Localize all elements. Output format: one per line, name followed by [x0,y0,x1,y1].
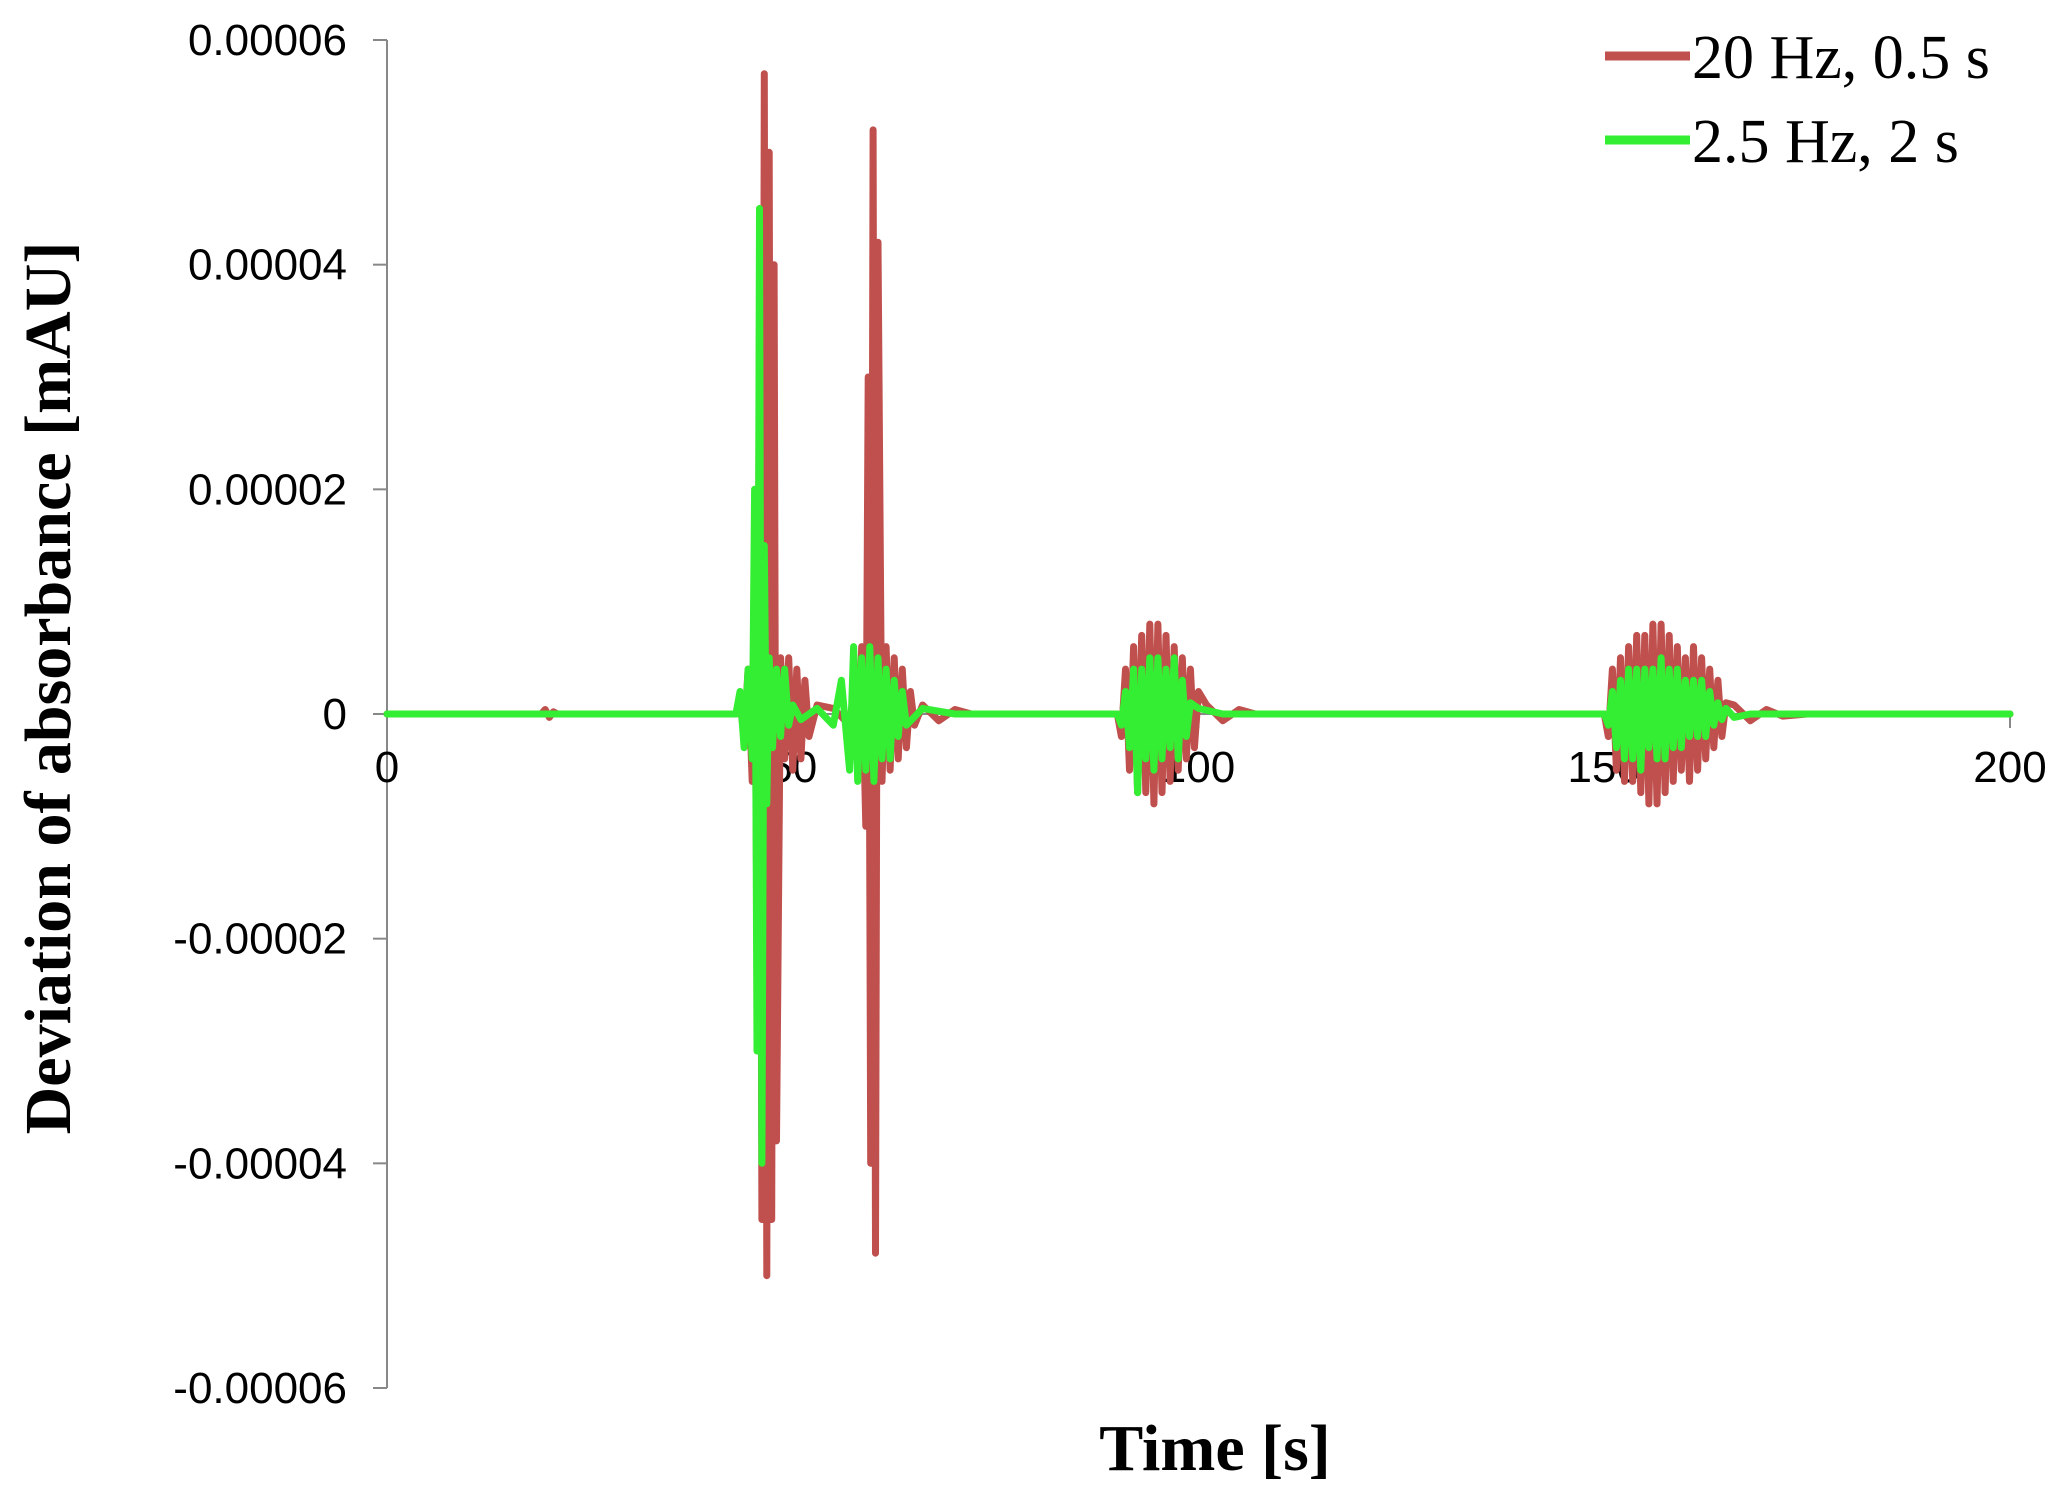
y-axis-title: Deviation of absorbance [mAU] [12,242,85,1135]
x-tick-label: 0 [375,743,399,792]
y-tick-label: 0.00006 [188,16,347,65]
y-axis: 0.00006 0.00004 0.00002 0 -0.00002 -0.00004 -0… [173,16,388,1413]
series-line-1 [383,70,2014,1280]
y-tick-label: -0.00004 [173,1139,347,1188]
legend-label-series-2: 2.5 Hz, 2 s [1692,108,1959,176]
legend-label-series-1: 20 Hz, 0.5 s [1692,24,1990,92]
y-tick-label: 0 [323,690,347,739]
series-group [383,70,2014,1280]
x-axis: 0 50 100 150 200 [375,713,2047,792]
x-tick-label: 200 [1973,743,2046,792]
y-tick-label: -0.00006 [173,1364,347,1413]
y-tick-label: 0.00004 [188,241,347,290]
x-axis-title: Time [s] [1099,1412,1331,1485]
legend: 20 Hz, 0.5 s 2.5 Hz, 2 s [1605,24,1990,176]
series-line-2 [383,205,2014,1167]
y-tick-label: 0.00002 [188,465,347,514]
y-tick-label: -0.00002 [173,915,347,964]
